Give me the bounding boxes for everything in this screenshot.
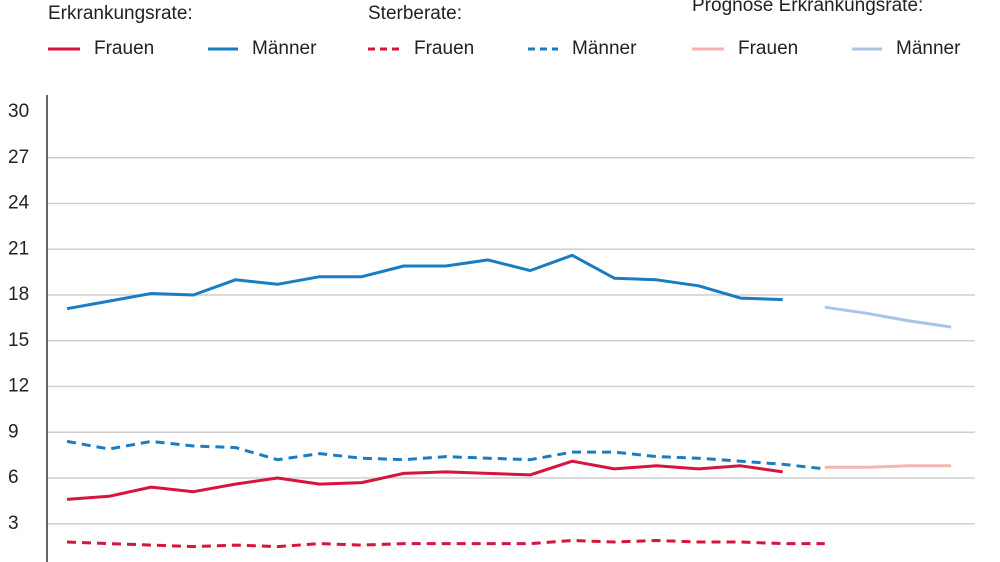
legend-label: Frauen — [414, 38, 474, 59]
y-tick-label: 12 — [8, 376, 29, 397]
series-line — [824, 464, 952, 469]
y-tick-label: 21 — [8, 238, 29, 259]
legend-title: Erkrankungsrate: — [48, 3, 193, 24]
series-line — [66, 439, 825, 471]
legend-title: Sterberate: — [368, 3, 462, 24]
legend-label: Männer — [572, 38, 637, 59]
series-line — [66, 459, 783, 501]
y-tick-label: 27 — [8, 147, 29, 168]
y-tick-label: 30 — [8, 101, 29, 122]
y-tick-label: 9 — [8, 421, 19, 442]
legend-label: Männer — [896, 38, 961, 59]
y-tick-label: 6 — [8, 467, 19, 488]
legend-label: Männer — [252, 38, 317, 59]
y-tick-label: 3 — [8, 513, 19, 534]
series-line — [824, 305, 952, 329]
series-line — [66, 539, 825, 549]
legend-title: Prognose Erkrankungsrate: — [692, 0, 923, 16]
legend-label: Frauen — [738, 38, 798, 59]
y-tick-label: 24 — [8, 193, 30, 214]
series-line — [66, 253, 783, 311]
legend-label: Frauen — [94, 38, 154, 59]
y-tick-label: 15 — [8, 330, 29, 351]
y-tick-label: 18 — [8, 284, 29, 305]
